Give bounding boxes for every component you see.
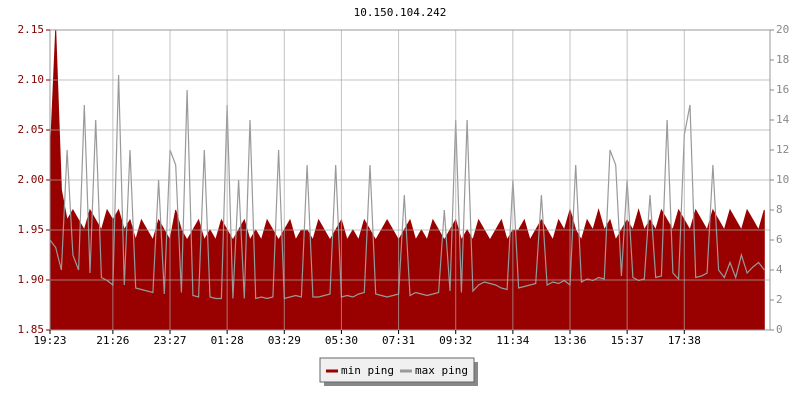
y2-tick-label: 20: [776, 23, 789, 36]
y2-tick-label: 14: [776, 113, 790, 126]
y2-tick-label: 12: [776, 143, 789, 156]
y-tick-label: 1.85: [18, 323, 45, 336]
legend: [319, 357, 475, 383]
x-tick-label: 15:37: [611, 334, 644, 347]
legend-label: max ping: [415, 364, 468, 377]
y2-tick-label: 18: [776, 53, 789, 66]
line: [49, 74, 765, 300]
y2-tick-label: 0: [776, 323, 783, 336]
y-tick-label: 2.15: [18, 23, 45, 36]
y2-tick-label: 8: [776, 203, 783, 216]
y-tick-label: 2.05: [18, 123, 45, 136]
x-tick-label: 23:27: [153, 334, 186, 347]
chart-title: 10.150.104.242: [354, 6, 447, 19]
x-tick-label: 01:28: [211, 334, 244, 347]
y-tick-label: 1.95: [18, 223, 45, 236]
x-tick-label: 09:32: [439, 334, 472, 347]
x-tick-label: 19:23: [33, 334, 66, 347]
x-tick-label: 05:30: [325, 334, 358, 347]
x-tick-label: 03:29: [268, 334, 301, 347]
y2-tick-label: 6: [776, 233, 783, 246]
y-tick-label: 1.90: [18, 273, 45, 286]
x-tick-label: 11:34: [496, 334, 529, 347]
legend-label: min ping: [341, 364, 394, 377]
y2-tick-label: 2: [776, 293, 783, 306]
x-tick-label: 21:26: [96, 334, 129, 347]
x-tick-label: 13:36: [553, 334, 586, 347]
y2-tick-label: 4: [776, 263, 783, 276]
y2-tick-label: 16: [776, 83, 789, 96]
y-tick-label: 2.10: [18, 73, 45, 86]
y2-tick-label: 10: [776, 173, 789, 186]
x-tick-label: 17:38: [668, 334, 701, 347]
y-tick-label: 2.00: [18, 173, 45, 186]
x-tick-label: 07:31: [382, 334, 415, 347]
